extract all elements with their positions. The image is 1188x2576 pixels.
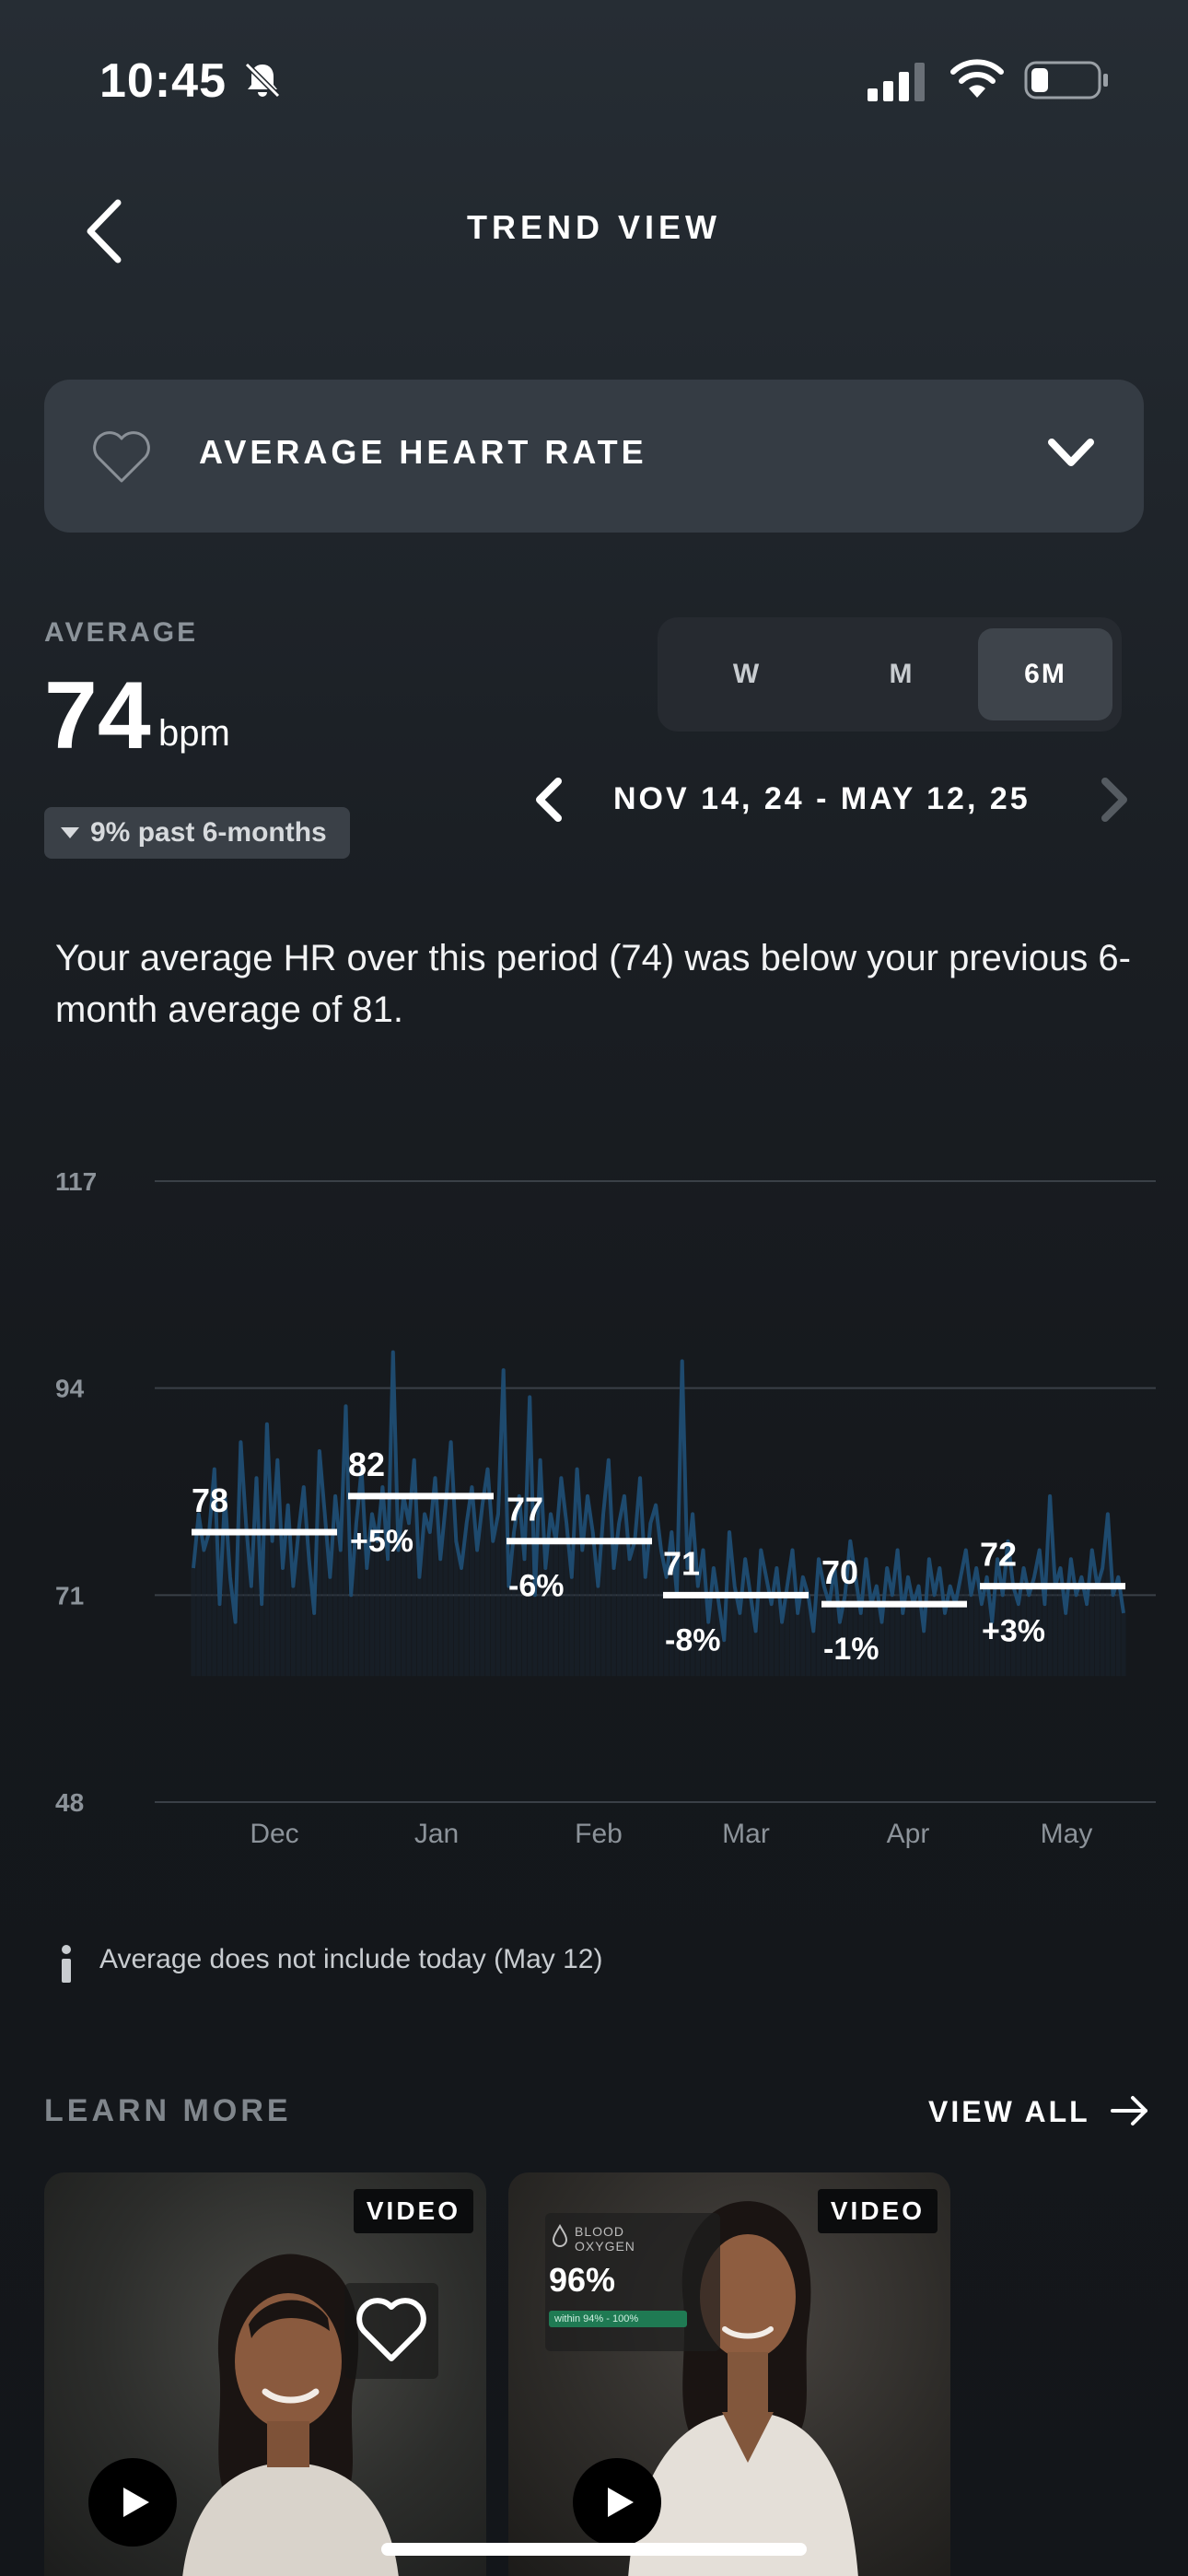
heart-icon (93, 431, 150, 483)
monthly-average-label: 78 (192, 1481, 228, 1519)
change-badge: 9% past 6-months (44, 807, 350, 859)
y-tick-label: 48 (55, 1788, 84, 1817)
back-button[interactable] (77, 190, 133, 273)
y-tick-label: 71 (55, 1581, 84, 1610)
monthly-change-label: +3% (982, 1614, 1045, 1649)
wifi-icon (950, 59, 1004, 98)
droplet-icon (552, 2224, 568, 2247)
y-tick-label: 94 (55, 1375, 85, 1403)
range-option-6m[interactable]: 6M (978, 628, 1112, 720)
summary-text: Your average HR over this period (74) wa… (55, 938, 1131, 1030)
range-option-w[interactable]: W (732, 659, 762, 689)
x-tick-label: May (1041, 1819, 1093, 1849)
learn-more-title: LEARN MORE (44, 2093, 292, 2128)
favorite-button[interactable] (344, 2283, 438, 2379)
heart-rate-trend-chart: 117 94 71 48 78 82 +5% 77 -6% 71 -8% 70 -1% 72 +3% Dec J… (55, 1167, 1156, 1849)
heart-icon (356, 2298, 426, 2361)
home-indicator[interactable] (381, 2543, 807, 2556)
video-card-1[interactable]: VIDEO (44, 2172, 486, 2576)
date-range-label: NOV 14, 24 - MAY 12, 25 (613, 781, 1031, 816)
monthly-change-label: +5% (350, 1524, 413, 1559)
monthly-average-label: 71 (663, 1544, 700, 1582)
metric-label: AVERAGE HEART RATE (199, 433, 647, 471)
x-tick-label: Dec (250, 1819, 298, 1849)
arrow-right-icon[interactable] (1109, 2090, 1151, 2132)
x-tick-label: Apr (887, 1819, 930, 1849)
blood-oxygen-value: 96% (549, 2261, 616, 2299)
average-unit: bpm (158, 713, 230, 754)
change-badge-text: 9% past 6-months (90, 817, 327, 848)
x-tick-label: Feb (575, 1819, 623, 1849)
blood-oxygen-label: BLOOD OXYGEN (575, 2224, 635, 2254)
play-icon (608, 2488, 634, 2517)
metric-selector-dropdown[interactable]: AVERAGE HEART RATE (44, 380, 1144, 533)
range-toggle: W M 6M (658, 617, 1122, 732)
average-value: 74 (44, 662, 151, 769)
view-all-link[interactable]: VIEW ALL (928, 2095, 1090, 2128)
monthly-change-label: -1% (823, 1632, 879, 1667)
average-note: Average does not include today (May 12) (99, 1944, 603, 1974)
x-tick-label: Mar (722, 1819, 770, 1849)
play-button[interactable] (573, 2458, 661, 2547)
monthly-change-label: -8% (665, 1622, 720, 1657)
video-badge: VIDEO (353, 2189, 473, 2233)
bell-muted-icon (244, 62, 281, 99)
play-button[interactable] (88, 2458, 177, 2547)
chevron-down-icon (1048, 439, 1094, 466)
next-period-button[interactable] (1094, 776, 1133, 824)
play-icon (123, 2488, 149, 2517)
blood-oxygen-range: within 94% - 100% (549, 2311, 687, 2327)
daily-heart-rate-line (192, 1350, 1125, 1643)
page-title: TREND VIEW (466, 208, 721, 246)
monthly-average-label: 70 (821, 1553, 858, 1591)
y-tick-label: 117 (55, 1167, 97, 1196)
monthly-average-label: 72 (980, 1536, 1017, 1574)
monthly-average-label: 82 (348, 1446, 385, 1483)
monthly-change-label: -6% (508, 1569, 564, 1604)
average-label: AVERAGE (44, 617, 199, 648)
presenter-image (182, 2254, 399, 2576)
video-badge: VIDEO (817, 2189, 938, 2233)
monthly-average-label: 77 (507, 1491, 543, 1528)
range-option-m[interactable]: M (889, 659, 914, 689)
status-time: 10:45 (99, 54, 227, 108)
info-icon (62, 1945, 71, 1983)
previous-period-button[interactable] (529, 776, 567, 824)
triangle-down-icon (61, 827, 79, 838)
video-card-2[interactable]: BLOOD OXYGEN 96% within 94% - 100% VIDEO (508, 2172, 950, 2576)
blood-oxygen-overlay (545, 2213, 720, 2351)
x-tick-label: Jan (414, 1819, 459, 1849)
cellular-signal-icon (868, 63, 925, 101)
battery-icon (1024, 61, 1108, 100)
